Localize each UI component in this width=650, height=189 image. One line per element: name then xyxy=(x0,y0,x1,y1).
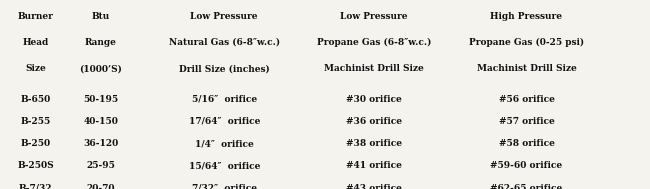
Text: 1/4″  orifice: 1/4″ orifice xyxy=(195,139,254,148)
Text: Drill Size (inches): Drill Size (inches) xyxy=(179,64,270,73)
Text: 5/16″  orifice: 5/16″ orifice xyxy=(192,94,257,104)
Text: #36 orifice: #36 orifice xyxy=(346,117,402,126)
Text: Burner: Burner xyxy=(18,12,54,21)
Text: B-250S: B-250S xyxy=(18,161,54,170)
Text: #41 orifice: #41 orifice xyxy=(346,161,402,170)
Text: 7/32″  orifice: 7/32″ orifice xyxy=(192,184,257,189)
Text: B-255: B-255 xyxy=(21,117,51,126)
Text: #56 orifice: #56 orifice xyxy=(499,94,554,104)
Text: B-7/32: B-7/32 xyxy=(19,184,53,189)
Text: 50-195: 50-195 xyxy=(83,94,118,104)
Text: 15/64″  orifice: 15/64″ orifice xyxy=(188,161,260,170)
Text: 20-70: 20-70 xyxy=(86,184,115,189)
Text: #57 orifice: #57 orifice xyxy=(499,117,554,126)
Text: Natural Gas (6-8″w.c.): Natural Gas (6-8″w.c.) xyxy=(169,38,280,47)
Text: Propane Gas (0-25 psi): Propane Gas (0-25 psi) xyxy=(469,38,584,47)
Text: B-650: B-650 xyxy=(21,94,51,104)
Text: 40-150: 40-150 xyxy=(83,117,118,126)
Text: Size: Size xyxy=(25,64,46,73)
Text: Range: Range xyxy=(84,38,117,47)
Text: B-250: B-250 xyxy=(21,139,51,148)
Text: (1000’S): (1000’S) xyxy=(79,64,122,73)
Text: #59-60 orifice: #59-60 orifice xyxy=(491,161,562,170)
Text: #30 orifice: #30 orifice xyxy=(346,94,402,104)
Text: Machinist Drill Size: Machinist Drill Size xyxy=(476,64,577,73)
Text: 17/64″  orifice: 17/64″ orifice xyxy=(188,117,260,126)
Text: Low Pressure: Low Pressure xyxy=(340,12,408,21)
Text: 25-95: 25-95 xyxy=(86,161,115,170)
Text: High Pressure: High Pressure xyxy=(491,12,562,21)
Text: Btu: Btu xyxy=(92,12,110,21)
Text: Head: Head xyxy=(23,38,49,47)
Text: Machinist Drill Size: Machinist Drill Size xyxy=(324,64,424,73)
Text: #43 orifice: #43 orifice xyxy=(346,184,402,189)
Text: Low Pressure: Low Pressure xyxy=(190,12,258,21)
Text: #58 orifice: #58 orifice xyxy=(499,139,554,148)
Text: 36-120: 36-120 xyxy=(83,139,118,148)
Text: #62-65 orifice: #62-65 orifice xyxy=(490,184,563,189)
Text: #38 orifice: #38 orifice xyxy=(346,139,402,148)
Text: Propane Gas (6-8″w.c.): Propane Gas (6-8″w.c.) xyxy=(317,38,431,47)
